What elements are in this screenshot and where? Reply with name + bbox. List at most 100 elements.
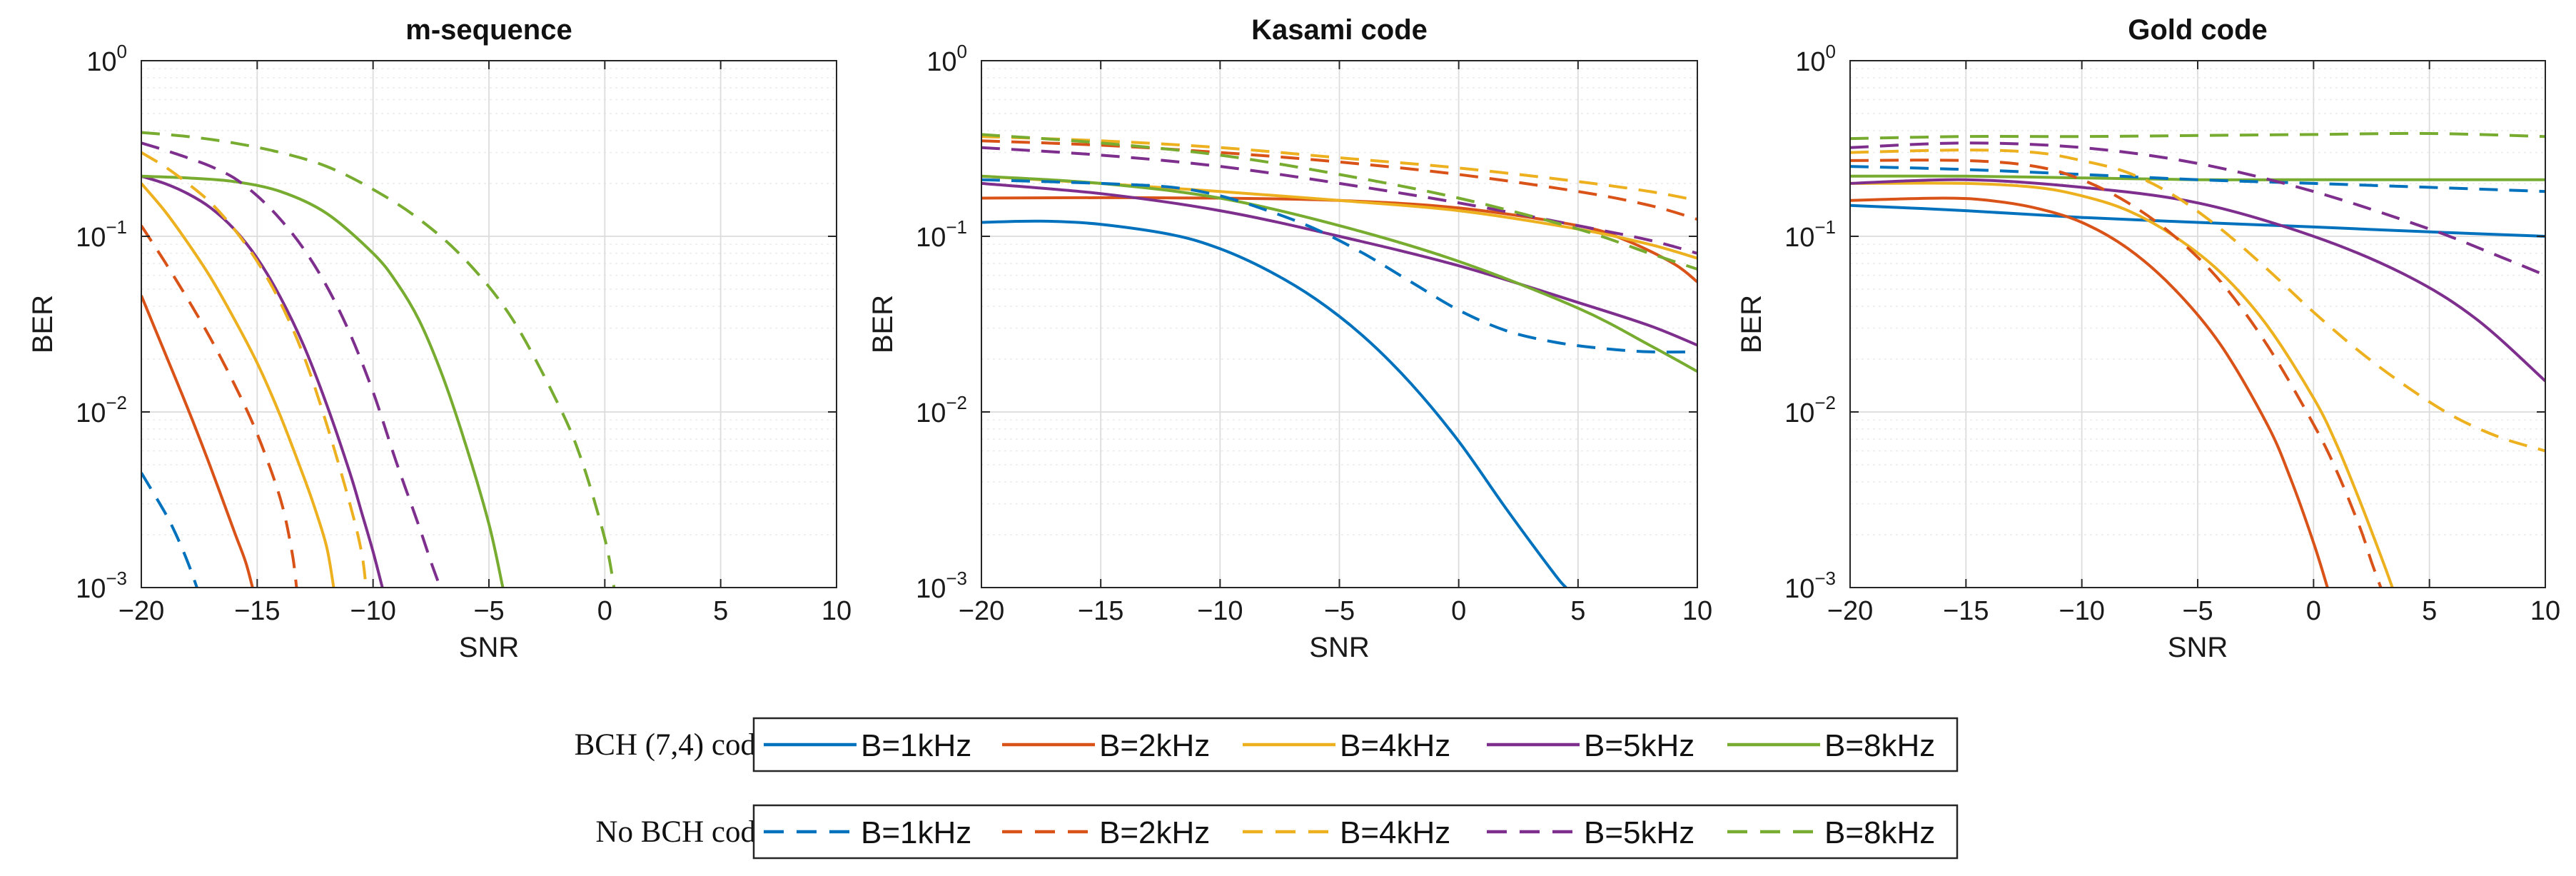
y-axis-label: BER	[1736, 295, 1767, 353]
x-tick-label: −20	[1827, 596, 1873, 626]
bch-b-1khz-line	[1850, 203, 2545, 238]
bch-b-4khz-line	[1850, 181, 2394, 588]
legend-row-label: No BCH code:	[595, 815, 778, 849]
y-axis-label: BER	[27, 295, 59, 353]
nobch-b-8khz-line	[1850, 131, 2545, 141]
x-tick-label: 0	[2306, 596, 2321, 626]
y-tick-base: 10	[76, 223, 106, 253]
y-tick-label: 100	[1795, 41, 1836, 77]
legend-entry-label: B=2kHz	[1099, 815, 1210, 850]
legend-row-bch: BCH (7,4) code: B=1kHz B=2kHz B=4kHz B=5kHz B…	[575, 717, 1959, 772]
y-tick-label: 10−1	[1784, 216, 1836, 253]
legend-entry-label: B=4kHz	[1340, 728, 1450, 763]
legend-entry-label: B=5kHz	[1584, 728, 1694, 763]
y-tick-exponent: −2	[1814, 392, 1836, 413]
y-tick-exponent: −2	[106, 392, 127, 413]
x-tick-label: −5	[2182, 596, 2213, 626]
x-axis: −20 −15 −10 −5 0 5 10	[959, 61, 1712, 626]
x-tick-label: −20	[959, 596, 1004, 626]
y-tick-label: 10−3	[1784, 568, 1836, 604]
y-tick-exponent: −2	[946, 392, 967, 413]
y-tick-base: 10	[86, 47, 116, 77]
nobch-b-8khz-line	[981, 133, 1697, 271]
chart-panel-3: −20 −15 −10 −5 0 5 10SNR10−310−210−1100BERGold…	[1736, 14, 2560, 663]
y-tick-base: 10	[916, 398, 946, 428]
chart-title: Gold code	[2128, 14, 2268, 46]
legend-entry-label: B=2kHz	[1099, 728, 1210, 763]
x-axis-label: SNR	[2168, 632, 2228, 663]
y-tick-base: 10	[916, 574, 946, 604]
x-tick-label: −15	[234, 596, 280, 626]
y-tick-exponent: −3	[106, 568, 127, 589]
x-tick-label: 10	[822, 596, 852, 626]
y-tick-base: 10	[926, 47, 956, 77]
legend-row-no-bch: No BCH code: B=1kHz B=2kHz B=4kHz B=5kHz B=8k…	[595, 804, 1959, 860]
major-grid	[1849, 60, 2546, 588]
bch-b-2khz-line	[1850, 196, 2329, 588]
x-tick-label: 5	[713, 596, 728, 626]
x-tick-label: −15	[1078, 596, 1123, 626]
y-tick-base: 10	[1795, 47, 1825, 77]
legend-area: BCH (7,4) code: B=1kHz B=2kHz B=4kHz B=5kHz B…	[575, 717, 1959, 860]
y-tick-label: 10−3	[76, 568, 127, 604]
major-grid	[141, 60, 837, 588]
y-tick-label: 10−1	[76, 216, 127, 253]
x-tick-label: −10	[350, 596, 395, 626]
chart-title: m-sequence	[405, 14, 572, 46]
bch-b-5khz-line	[1850, 178, 2545, 383]
legend-entry-label: B=1kHz	[861, 728, 971, 763]
y-tick-base: 10	[1784, 223, 1814, 253]
bch-b-1khz-line	[981, 219, 1567, 588]
chart-panels: −20 −15 −10 −5 0 5 10SNR10−310−210−1100BERm-se…	[27, 14, 2560, 663]
nobch-b-2khz-line	[1850, 158, 2383, 588]
y-tick-exponent: 0	[957, 41, 967, 62]
y-tick-label: 10−2	[1784, 392, 1836, 428]
bch-b-5khz-line	[141, 174, 384, 588]
bch-b-8khz-line	[141, 174, 505, 588]
y-tick-exponent: 0	[1826, 41, 1836, 62]
y-tick-label: 100	[926, 41, 967, 77]
legend-entry-label: B=1kHz	[861, 815, 971, 850]
x-tick-label: −10	[1197, 596, 1243, 626]
x-tick-label: 0	[597, 596, 612, 626]
bch-b-2khz-line	[981, 196, 1697, 283]
x-tick-label: −5	[473, 596, 504, 626]
legend-entry-label: B=5kHz	[1584, 815, 1694, 850]
x-tick-label: −5	[1324, 596, 1355, 626]
series-group	[981, 133, 1697, 588]
y-tick-label: 100	[86, 41, 127, 77]
bch-b-4khz-line	[141, 182, 335, 588]
y-axis-label: BER	[867, 295, 899, 353]
x-tick-label: −15	[1943, 596, 1989, 626]
y-tick-exponent: −1	[946, 216, 967, 238]
chart-title: Kasami code	[1251, 14, 1428, 46]
y-tick-base: 10	[76, 398, 106, 428]
nobch-b-4khz-line	[141, 151, 368, 588]
x-axis: −20 −15 −10 −5 0 5 10	[1827, 61, 2560, 626]
x-tick-label: −20	[118, 596, 164, 626]
y-tick-label: 10−3	[916, 568, 967, 604]
y-tick-label: 10−2	[76, 392, 127, 428]
y-tick-exponent: −1	[1814, 216, 1836, 238]
nobch-b-5khz-line	[141, 141, 442, 588]
y-tick-base: 10	[76, 574, 106, 604]
legend-row-label: BCH (7,4) code:	[575, 728, 778, 762]
nobch-b-8khz-line	[141, 131, 616, 588]
x-axis: −20 −15 −10 −5 0 5 10	[118, 61, 852, 626]
y-tick-label: 10−2	[916, 392, 967, 428]
x-axis-label: SNR	[459, 632, 519, 663]
legend-entry-label: B=4kHz	[1340, 815, 1450, 850]
y-tick-base: 10	[1784, 398, 1814, 428]
chart-panel-2: −20 −15 −10 −5 0 5 10SNR10−310−210−1100BERKasa…	[867, 14, 1712, 663]
series-group	[1850, 131, 2545, 588]
x-axis-label: SNR	[1309, 632, 1369, 663]
nobch-b-4khz-line	[981, 135, 1697, 202]
legend-entry-label: B=8kHz	[1824, 728, 1935, 763]
chart-panel-1: −20 −15 −10 −5 0 5 10SNR10−310−210−1100BERm-se…	[27, 14, 852, 663]
x-tick-label: 10	[1682, 596, 1712, 626]
nobch-b-5khz-line	[1850, 141, 2545, 277]
legend-box	[752, 804, 1959, 860]
